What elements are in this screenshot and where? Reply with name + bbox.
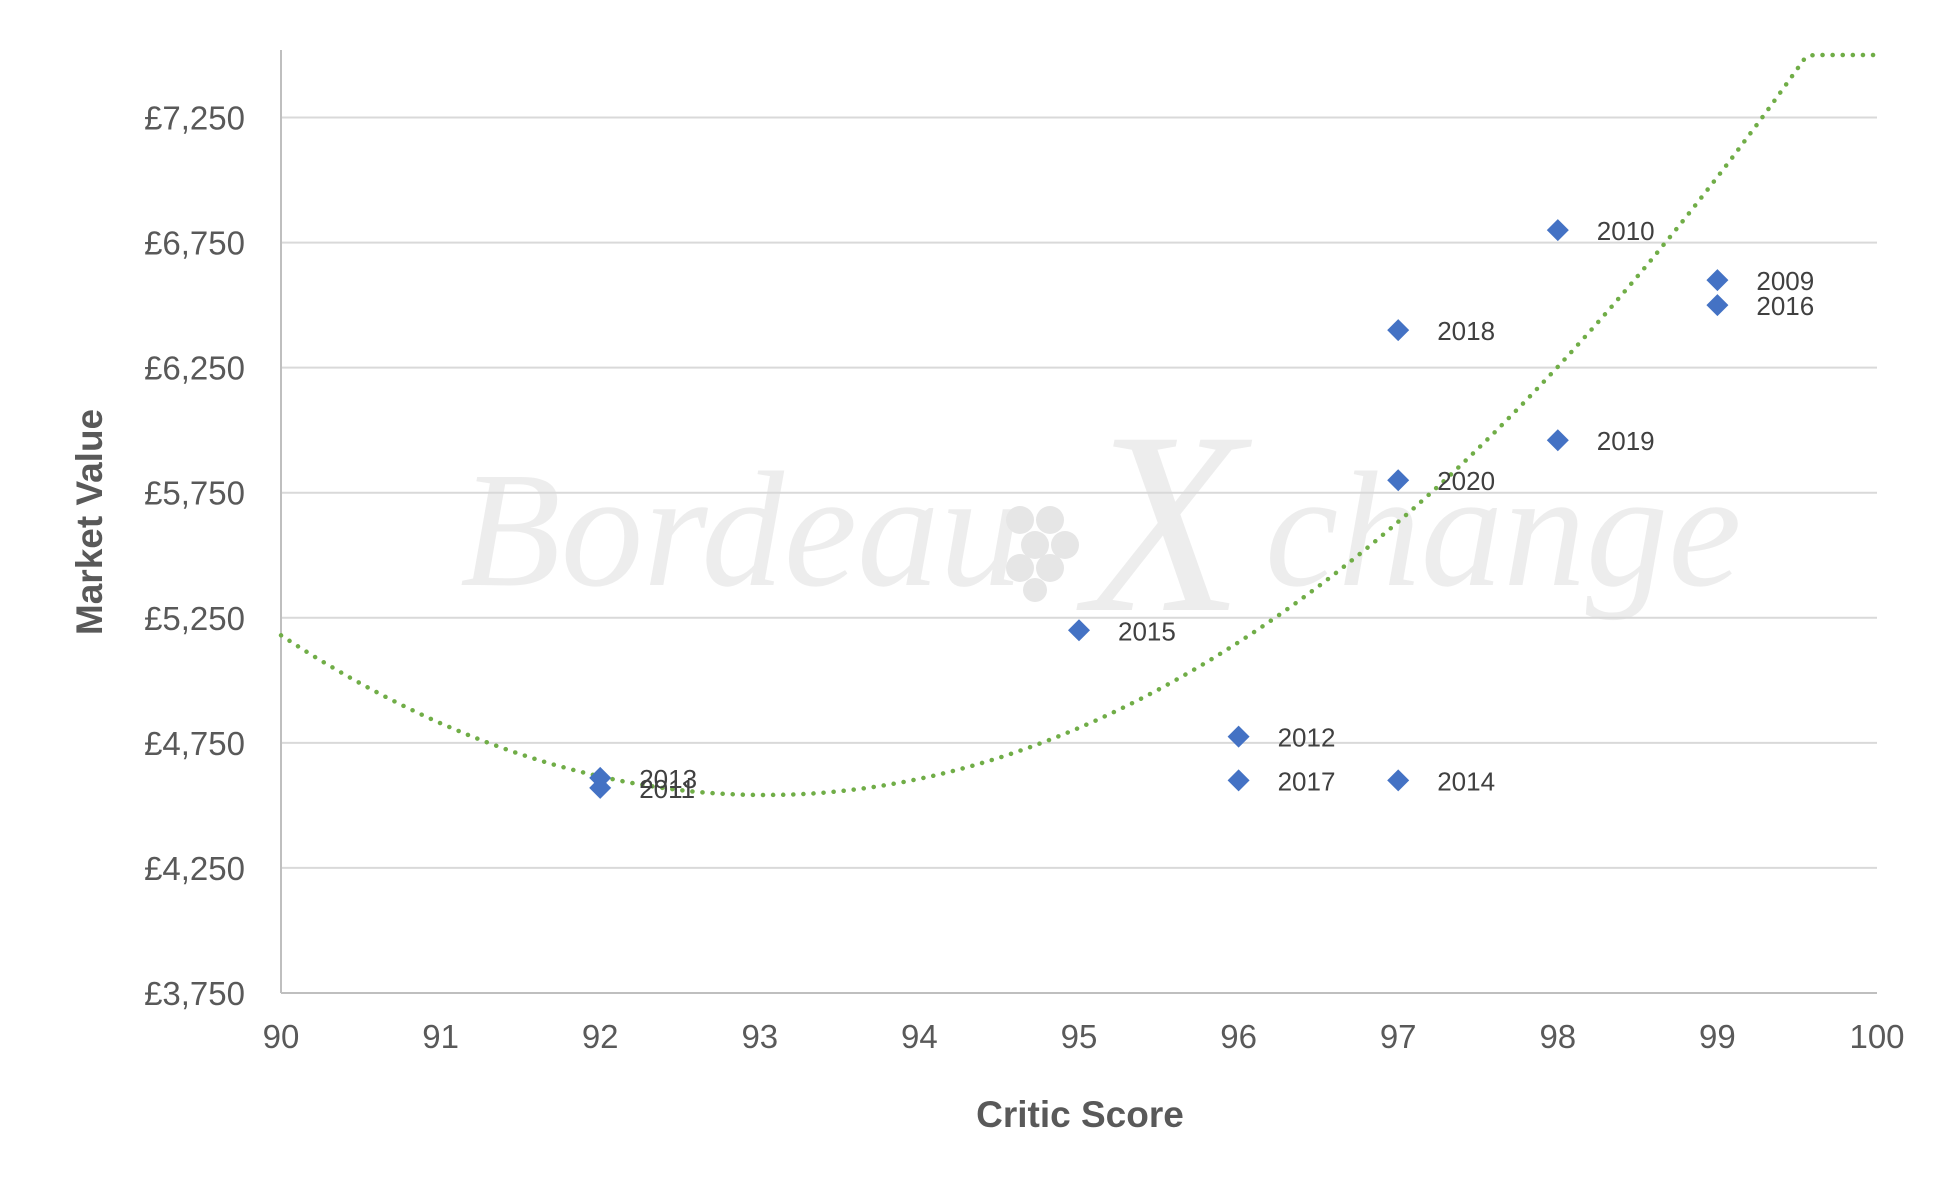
point-label: 2015 (1118, 616, 1176, 646)
point-label: 2019 (1597, 426, 1655, 456)
y-tick-label: £5,250 (144, 600, 245, 637)
data-point (1387, 319, 1410, 342)
point-label: 2013 (639, 764, 697, 794)
data-point (1387, 769, 1410, 792)
data-point (1706, 294, 1729, 317)
watermark-left: Bordeau (460, 438, 1022, 621)
x-tick-label: 96 (1220, 1018, 1257, 1055)
watermark-right: change (1265, 438, 1741, 621)
data-point (1387, 469, 1410, 492)
trendline (278, 52, 1880, 798)
x-tick-label: 92 (582, 1018, 619, 1055)
gridlines (281, 116, 1877, 869)
y-tick-labels: £3,750 £4,250 £4,750 £5,250 £5,750 £6,250 £6,7… (144, 100, 245, 1012)
x-axis-title: Critic Score (976, 1094, 1184, 1135)
point-label: 2012 (1278, 723, 1336, 753)
data-point (1227, 769, 1250, 792)
y-tick-label: £7,250 (144, 100, 245, 137)
point-label: 2014 (1437, 766, 1495, 796)
y-tick-label: £6,250 (144, 350, 245, 387)
point-label: 2016 (1756, 291, 1814, 321)
x-tick-label: 93 (741, 1018, 778, 1055)
x-tick-label: 100 (1849, 1018, 1904, 1055)
x-tick-label: 97 (1380, 1018, 1417, 1055)
point-label: 2018 (1437, 316, 1495, 346)
x-tick-labels: 90 91 92 93 94 95 96 97 98 99 100 (263, 1018, 1905, 1055)
data-point (589, 776, 612, 799)
x-tick-label: 95 (1061, 1018, 1098, 1055)
y-tick-label: £6,750 (144, 225, 245, 262)
point-label: 2010 (1597, 216, 1655, 246)
y-tick-label: £3,750 (144, 975, 245, 1012)
y-tick-label: £5,750 (144, 475, 245, 512)
data-point (1227, 725, 1250, 748)
grape-icon (1006, 506, 1079, 602)
x-tick-label: 94 (901, 1018, 938, 1055)
watermark-accent: X (1073, 379, 1256, 667)
data-point (1706, 269, 1729, 292)
axes (280, 50, 1877, 994)
data-point (1546, 219, 1569, 242)
data-points (589, 219, 1729, 799)
data-point (1068, 619, 1090, 642)
x-tick-label: 91 (422, 1018, 459, 1055)
data-point (1546, 429, 1569, 452)
point-label: 2009 (1756, 266, 1814, 296)
x-tick-label: 90 (263, 1018, 300, 1055)
watermark: Bordeau X change (460, 379, 1741, 667)
point-label: 2011 (639, 774, 695, 804)
point-label: 2017 (1278, 766, 1336, 796)
trendline-path (278, 52, 1880, 798)
point-label: 2020 (1437, 466, 1495, 496)
y-tick-label: £4,250 (144, 850, 245, 887)
y-axis-title: Market Value (69, 409, 110, 635)
y-tick-label: £4,750 (144, 725, 245, 762)
x-tick-label: 98 (1539, 1018, 1576, 1055)
x-tick-label: 99 (1699, 1018, 1736, 1055)
